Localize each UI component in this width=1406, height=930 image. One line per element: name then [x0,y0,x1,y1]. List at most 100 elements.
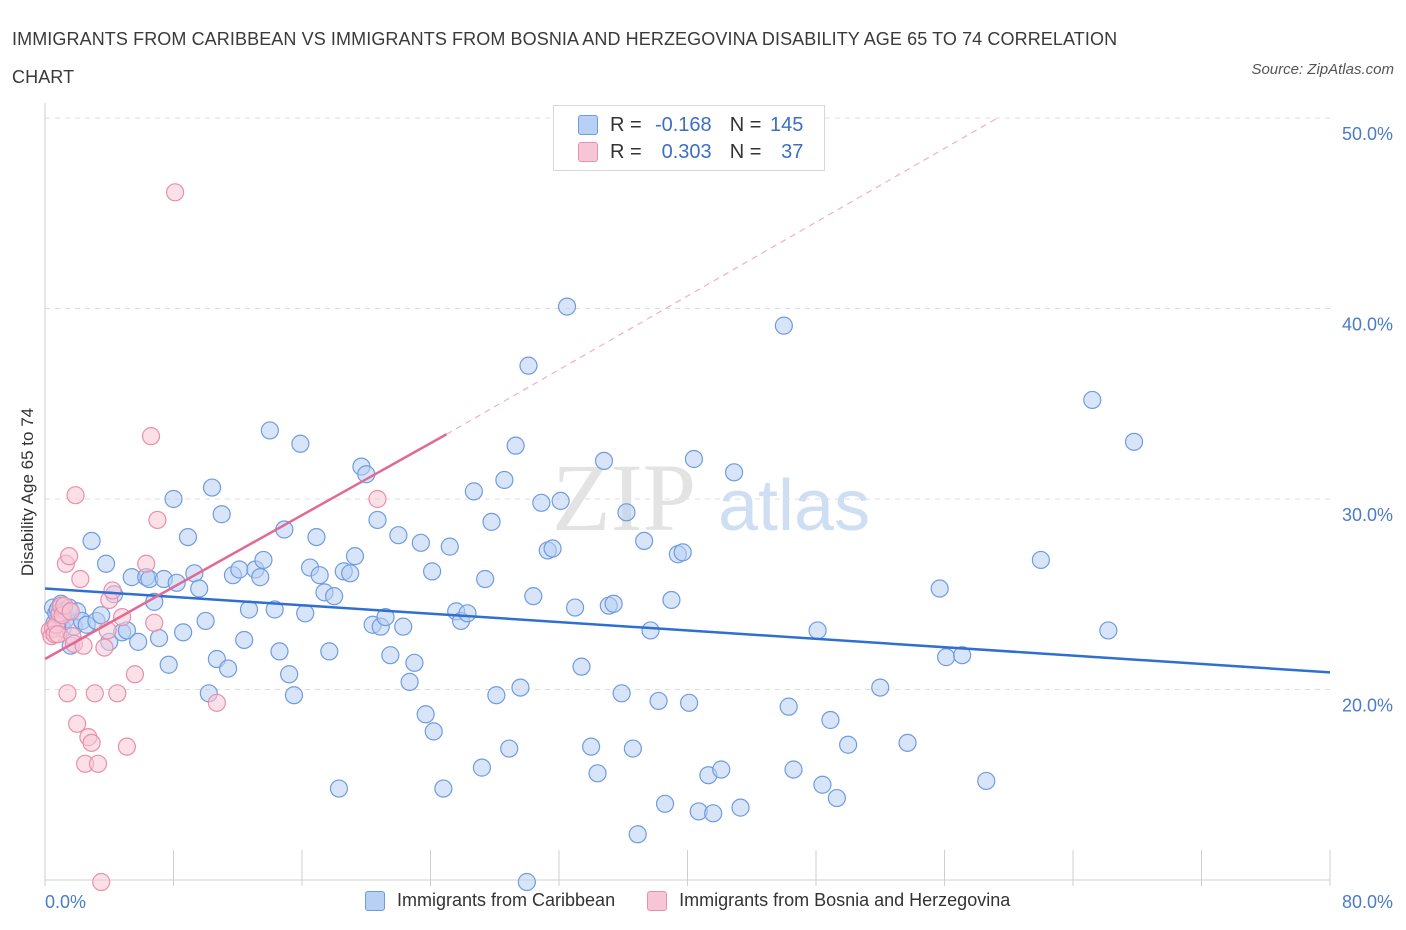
data-point-caribbean [839,735,858,754]
data-point-caribbean [623,739,642,758]
data-point-caribbean [82,531,101,551]
legend-n-label: N = [729,113,762,136]
data-point-bosnia [141,427,161,446]
data-point-caribbean [871,678,890,697]
legend-r-value: 0.303 [661,140,712,163]
data-point-caribbean [307,527,326,547]
data-point-bosnia [82,733,101,752]
data-point-caribbean [517,872,536,892]
data-point-caribbean [270,642,289,661]
watermark-zip: ZIP [552,444,696,551]
data-point-caribbean [673,543,692,562]
x-tick-label: 80.0% [1342,892,1393,912]
x-axis-ticks [44,850,1331,886]
data-point-caribbean [235,630,254,650]
data-point-caribbean [394,617,413,636]
trend-extension-bosnia [446,117,998,435]
legend-swatch-bosnia [647,890,668,911]
watermark: ZIP atlas [552,444,870,551]
data-point-caribbean [628,825,647,844]
data-point-caribbean [532,493,551,512]
legend-n-value: 37 [781,140,804,163]
data-point-caribbean [930,579,949,598]
data-point-caribbean [291,434,310,453]
data-point-caribbean [280,665,299,684]
legend-item-bosnia: Immigrants from Bosnia and Herzegovina [647,890,1010,911]
data-point-caribbean [487,686,506,705]
data-point-caribbean [655,794,675,813]
legend-item-caribbean: Immigrants from Caribbean [365,890,615,911]
data-point-caribbean [612,684,631,703]
data-point-caribbean [92,606,111,625]
data-point-caribbean [779,697,798,716]
data-point-caribbean [495,470,514,490]
data-point-caribbean [953,646,972,665]
x-tick-label: 0.0% [45,892,86,912]
chart-title: IMMIGRANTS FROM CARIBBEAN VS IMMIGRANTS … [12,29,1118,87]
data-point-caribbean [617,503,636,522]
data-point-caribbean [500,739,519,758]
data-point-bosnia [108,684,127,703]
data-point-caribbean [341,564,360,583]
data-point-caribbean [784,760,803,779]
data-point-caribbean [149,628,169,648]
data-point-caribbean [712,760,731,779]
data-point-caribbean [582,737,601,756]
data-point-caribbean [178,527,198,547]
trend-line-bosnia [44,433,448,661]
legend-swatch-bosnia [578,142,598,162]
legend-r-value: -0.168 [654,113,712,136]
data-point-caribbean [376,608,395,627]
y-axis-label: Disability Age 65 to 74 [18,408,37,576]
data-point-caribbean [476,569,495,589]
stats-legend: R = -0.168 N = 145 R = 0.303 N = 37 [553,105,825,171]
legend-row-caribbean: R = -0.168 N = 145 [578,112,803,138]
data-point-caribbean [937,648,956,667]
data-point-caribbean [1124,432,1144,451]
data-point-caribbean [329,779,349,798]
data-point-caribbean [458,604,477,623]
data-point-caribbean [774,316,793,335]
data-point-caribbean [464,482,483,501]
data-point-bosnia [368,489,387,509]
data-point-caribbean [212,505,231,524]
data-point-caribbean [724,463,744,482]
data-point-caribbean [565,598,585,617]
data-point-caribbean [1031,550,1050,570]
data-point-caribbean [202,478,222,497]
data-point-caribbean [164,489,183,509]
data-point-caribbean [511,678,530,697]
data-point-caribbean [296,604,315,623]
data-point-caribbean [230,560,249,579]
data-point-caribbean [635,531,654,551]
data-point-caribbean [440,537,459,556]
data-point-caribbean [423,562,442,581]
data-point-caribbean [472,758,491,777]
x-axis-tick-labels: 0.0% 80.0% [45,892,1393,912]
data-point-bosnia [66,486,85,505]
data-point-caribbean [265,600,284,619]
watermark-atlas: atlas [718,466,870,546]
data-point-bosnia [61,602,80,621]
data-point-bosnia [117,737,137,756]
trend-line-caribbean [44,587,1331,674]
y-tick-label: 50.0% [1342,124,1393,144]
data-point-caribbean [405,653,424,672]
data-point-bosnia [58,684,77,703]
data-point-caribbean [1099,621,1118,640]
legend-r-label: R = [610,140,642,163]
data-point-caribbean [239,600,259,619]
source-label: Source: ZipAtlas.com [1251,61,1394,78]
data-point-caribbean [260,421,279,440]
data-point-caribbean [320,642,339,661]
data-point-caribbean [821,710,840,730]
data-point-caribbean [588,764,607,783]
legend-swatch-caribbean [365,890,385,911]
data-point-bosnia [103,581,122,600]
data-point-caribbean [641,621,660,640]
data-point-bosnia [125,665,145,684]
data-point-caribbean [680,693,699,712]
data-point-caribbean [704,804,723,823]
data-point-caribbean [434,779,453,798]
data-point-caribbean [159,655,178,674]
